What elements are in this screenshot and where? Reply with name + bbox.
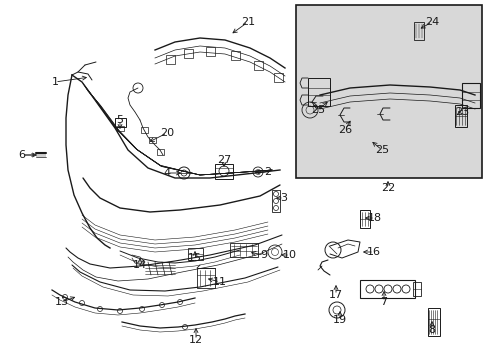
Text: 24: 24: [424, 17, 438, 27]
Text: 8: 8: [427, 325, 435, 335]
Text: 14: 14: [133, 260, 147, 270]
Text: 20: 20: [160, 128, 174, 138]
Bar: [149, 137, 156, 143]
Text: 3: 3: [280, 193, 287, 203]
Bar: [229, 243, 258, 257]
Text: 12: 12: [188, 335, 203, 345]
Bar: [307, 78, 329, 106]
Text: 11: 11: [213, 277, 226, 287]
Bar: [230, 51, 240, 60]
Text: 9: 9: [260, 250, 267, 260]
Bar: [117, 126, 124, 131]
Text: 4: 4: [163, 168, 170, 178]
Bar: [197, 268, 215, 288]
Bar: [427, 308, 439, 336]
Text: 21: 21: [241, 17, 255, 27]
Bar: [271, 190, 280, 212]
Bar: [165, 55, 175, 64]
Bar: [215, 164, 232, 179]
Bar: [253, 61, 263, 70]
Text: 17: 17: [328, 290, 343, 300]
Bar: [187, 248, 203, 260]
Bar: [215, 168, 232, 173]
Text: 26: 26: [337, 125, 351, 135]
Text: 13: 13: [55, 297, 69, 307]
Bar: [359, 210, 369, 228]
Bar: [141, 127, 148, 133]
Bar: [183, 49, 193, 58]
Text: 19: 19: [332, 315, 346, 325]
Text: 7: 7: [380, 297, 387, 307]
Bar: [454, 105, 466, 127]
Bar: [412, 282, 420, 296]
Text: 27: 27: [217, 155, 231, 165]
Text: 18: 18: [367, 213, 381, 223]
Bar: [273, 73, 283, 82]
Bar: [359, 280, 414, 298]
Bar: [157, 149, 163, 155]
Text: 15: 15: [187, 253, 202, 263]
Text: 25: 25: [310, 105, 325, 115]
Text: 6: 6: [19, 150, 25, 160]
Bar: [461, 83, 479, 108]
Text: 16: 16: [366, 247, 380, 257]
Text: 22: 22: [380, 183, 394, 193]
Text: 2: 2: [264, 167, 271, 177]
Text: 1: 1: [51, 77, 59, 87]
Text: 5: 5: [116, 115, 123, 125]
Text: 10: 10: [283, 250, 296, 260]
Bar: [115, 118, 126, 127]
Text: 23: 23: [454, 107, 468, 117]
Bar: [413, 22, 423, 40]
Bar: [295, 5, 481, 178]
Bar: [205, 47, 215, 56]
Text: 25: 25: [374, 145, 388, 155]
